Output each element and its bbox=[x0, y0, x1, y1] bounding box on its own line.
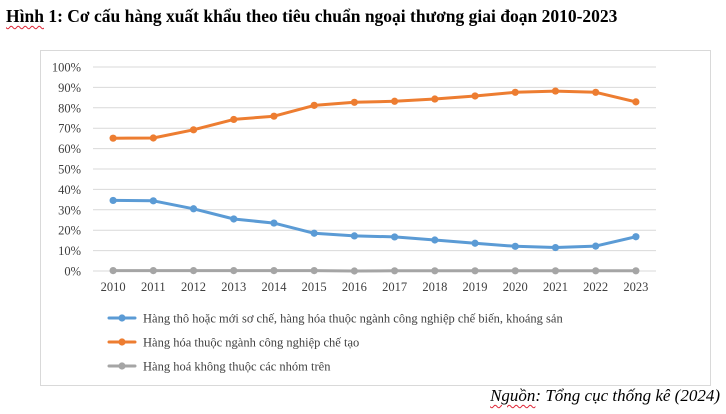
data-point bbox=[310, 266, 318, 275]
x-tick-label: 2023 bbox=[623, 280, 648, 294]
data-point bbox=[149, 134, 157, 142]
data-point bbox=[230, 115, 238, 124]
data-point bbox=[310, 229, 318, 237]
y-tick-label: 0% bbox=[64, 265, 81, 279]
data-point bbox=[471, 92, 479, 100]
x-tick-label: 2015 bbox=[302, 280, 327, 294]
y-tick-label: 60% bbox=[58, 142, 81, 156]
data-point bbox=[189, 266, 198, 275]
x-tick-label: 2021 bbox=[543, 280, 568, 294]
data-point bbox=[632, 267, 640, 275]
figure-title: Hình 1: Cơ cấu hàng xuất khẩu theo tiêu … bbox=[6, 6, 722, 27]
data-point bbox=[632, 233, 640, 241]
x-tick-label: 2016 bbox=[342, 280, 367, 294]
legend-marker bbox=[118, 338, 126, 346]
legend-marker bbox=[118, 314, 126, 322]
data-point bbox=[592, 88, 600, 96]
data-point bbox=[270, 266, 278, 275]
data-point bbox=[230, 266, 238, 275]
source-note-label: Nguồn bbox=[490, 386, 536, 405]
data-point bbox=[391, 233, 399, 241]
x-tick-label: 2012 bbox=[181, 280, 206, 294]
x-tick-label: 2019 bbox=[463, 280, 488, 294]
source-note: Nguồn: Tổng cục thống kê (2024) bbox=[490, 386, 720, 406]
data-point bbox=[511, 88, 519, 96]
chart-frame bbox=[40, 50, 711, 386]
legend-marker bbox=[118, 362, 126, 370]
data-point bbox=[632, 98, 640, 106]
series-line bbox=[111, 89, 638, 140]
y-tick-label: 20% bbox=[58, 224, 81, 238]
y-tick-label: 40% bbox=[58, 183, 81, 197]
legend-label: Hàng hoá không thuộc các nhóm trên bbox=[143, 360, 331, 374]
data-point bbox=[431, 236, 439, 244]
data-point bbox=[391, 267, 399, 275]
data-point bbox=[391, 97, 399, 105]
x-tick-label: 2011 bbox=[141, 280, 166, 294]
data-point bbox=[109, 196, 117, 205]
y-tick-label: 50% bbox=[58, 163, 81, 177]
data-point bbox=[592, 242, 600, 250]
legend-label: Hàng hóa thuộc ngành công nghiệp chế tạo bbox=[143, 336, 359, 350]
x-tick-label: 2022 bbox=[583, 280, 608, 294]
data-point bbox=[551, 87, 560, 95]
data-point bbox=[149, 266, 157, 275]
data-point bbox=[431, 95, 439, 103]
y-tick-label: 70% bbox=[58, 122, 81, 136]
x-tick-label: 2010 bbox=[101, 280, 126, 294]
y-tick-label: 80% bbox=[58, 101, 81, 115]
data-point bbox=[471, 239, 479, 247]
data-point bbox=[310, 101, 318, 109]
data-point bbox=[230, 215, 238, 223]
data-point bbox=[109, 266, 117, 275]
y-tick-label: 30% bbox=[58, 203, 81, 217]
data-point bbox=[511, 267, 519, 275]
data-point bbox=[270, 112, 278, 120]
data-point bbox=[270, 219, 278, 227]
figure-title-text: 1: Cơ cấu hàng xuất khẩu theo tiêu chuẩn… bbox=[43, 6, 618, 26]
y-tick-label: 100% bbox=[52, 61, 81, 75]
y-tick-label: 10% bbox=[58, 244, 81, 258]
data-point bbox=[511, 242, 519, 250]
data-point bbox=[350, 232, 358, 240]
data-point bbox=[189, 205, 198, 213]
data-point bbox=[189, 126, 198, 134]
legend-label: Hàng thô hoặc mới sơ chế, hàng hóa thuộc… bbox=[143, 312, 563, 326]
data-point bbox=[350, 267, 358, 275]
x-tick-label: 2020 bbox=[503, 280, 528, 294]
data-point bbox=[471, 267, 479, 275]
data-point bbox=[551, 243, 560, 252]
x-tick-label: 2014 bbox=[261, 280, 287, 294]
x-tick-label: 2018 bbox=[422, 280, 447, 294]
source-note-text: : Tổng cục thống kê (2024) bbox=[535, 386, 720, 405]
data-point bbox=[149, 197, 157, 205]
x-tick-label: 2013 bbox=[221, 280, 246, 294]
figure-title-prefix: Hình bbox=[6, 6, 44, 26]
series-line bbox=[111, 198, 638, 249]
data-point bbox=[551, 267, 560, 275]
data-point bbox=[109, 134, 117, 142]
data-point bbox=[431, 267, 439, 275]
data-point bbox=[592, 267, 600, 275]
y-tick-label: 90% bbox=[58, 81, 81, 95]
data-point bbox=[350, 98, 358, 106]
x-tick-label: 2017 bbox=[382, 280, 407, 294]
